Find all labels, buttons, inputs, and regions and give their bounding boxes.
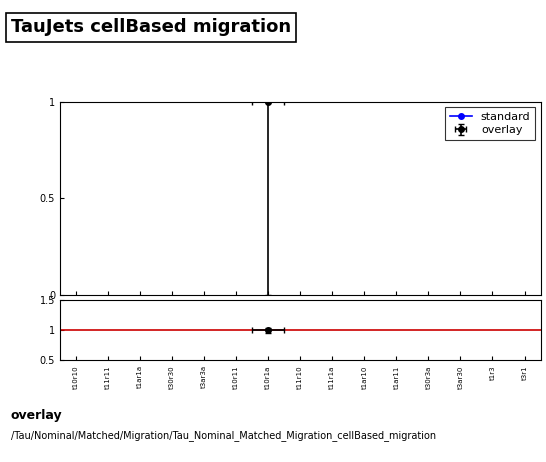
Legend: standard, overlay: standard, overlay — [446, 107, 535, 140]
Text: TauJets cellBased migration: TauJets cellBased migration — [11, 18, 291, 36]
Text: /Tau/Nominal/Matched/Migration/Tau_Nominal_Matched_Migration_cellBased_migration: /Tau/Nominal/Matched/Migration/Tau_Nomin… — [11, 430, 436, 441]
Text: overlay: overlay — [11, 409, 63, 422]
